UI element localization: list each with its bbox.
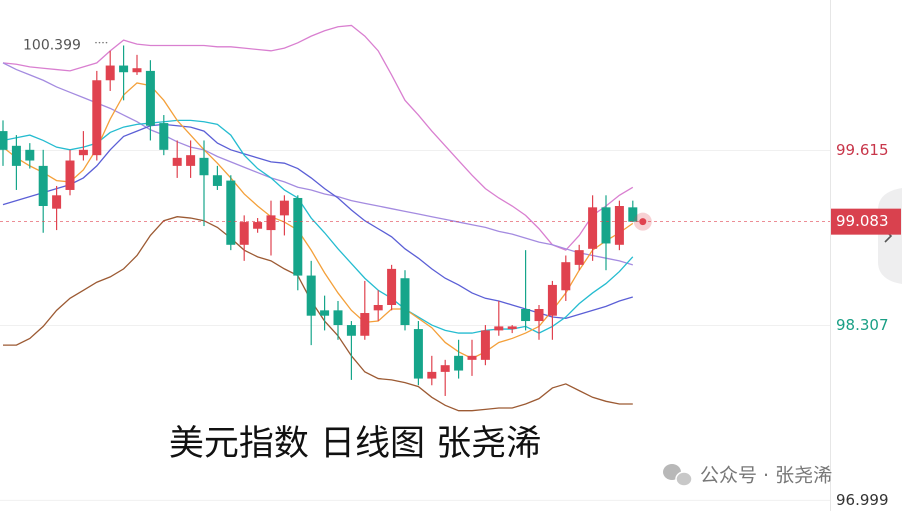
last-price-tag [831,208,901,235]
candle-body [186,155,196,166]
candle-body [78,149,88,156]
candle-body [574,250,584,265]
candle-body [494,326,504,331]
candle-body [279,200,289,216]
indicator-line [2,119,634,334]
annotation-leader-dot [105,41,108,44]
candle-body [614,206,624,245]
candle-body [360,313,370,336]
candle-body [467,355,477,360]
candle-body [172,157,182,166]
annotation-leader-dot [98,41,101,44]
candle-body [293,197,303,276]
candle-body [212,175,222,186]
y-tick-label: 99.615 [836,141,889,159]
candle-body [239,222,249,245]
candle-body [440,365,450,372]
candle-body [413,329,423,379]
candle-body [480,330,490,360]
candle-body [38,165,48,207]
watermark-title: 美元指数 日线图 张尧浠 [169,424,541,464]
candle-body [92,80,102,156]
candle-body [11,145,21,166]
high-annotation: 100.399 [23,38,81,54]
candle-body [561,262,571,291]
watermark-account: 公众号 · 张尧浠 [700,465,832,487]
candle-body [306,275,316,316]
candle-body [628,207,638,222]
annotation-leader-dot [102,41,104,44]
candle-body [400,278,410,326]
candle-body [65,160,75,190]
candle-body [25,149,35,161]
last-price-dot [639,218,647,226]
candle-body [387,268,397,305]
candle-body [333,310,343,326]
candle-body [226,180,236,245]
candle-body [52,195,62,209]
candle-body [454,355,464,371]
candle-body [132,68,142,73]
candle-body [119,65,129,73]
candle-body [105,65,115,81]
indicator-line [2,62,633,266]
indicator-line [2,82,634,360]
candle-body [0,131,8,150]
candle-body [373,304,383,311]
wechat-icon [663,464,693,487]
candle-body [320,310,330,316]
indicator-line [2,24,634,251]
last-price-label: 99.083 [836,212,889,230]
candle-body [588,207,598,249]
candle-body [547,284,557,316]
candle-body [199,157,209,176]
y-tick-label: 96.999 [836,491,889,509]
indicator-line [3,216,633,412]
candle-body [427,371,437,379]
candle-body [601,207,611,244]
candle-body [346,325,356,336]
candle-body [145,70,155,126]
candle-body [266,215,276,231]
candle-body [521,309,531,322]
candle-body [507,326,517,330]
plot-area: 100.399 [0,24,830,501]
annotation-leader-dot [95,41,97,44]
candle-body [159,123,169,150]
candle-body [534,309,544,322]
y-tick-label: 98.307 [836,316,889,334]
candle-body [253,222,263,229]
